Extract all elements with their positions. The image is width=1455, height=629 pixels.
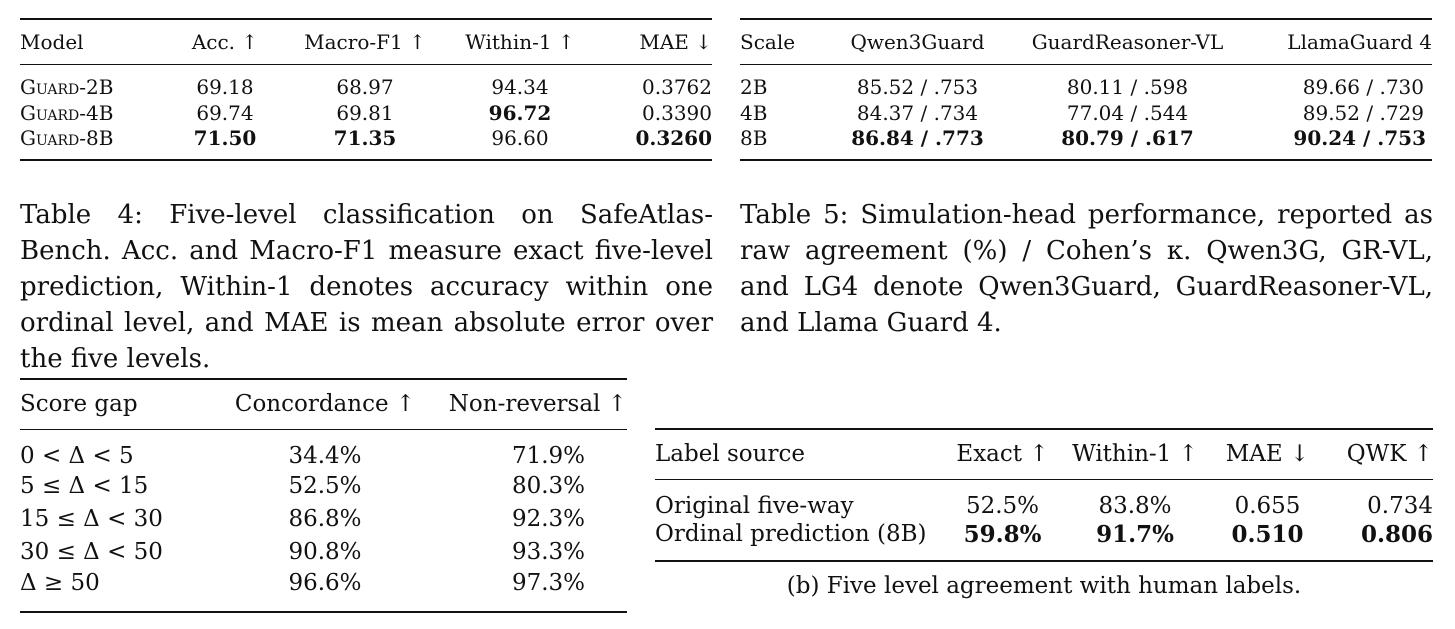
col-header-concordance: Concordance ↑	[234, 391, 416, 418]
table-header-row: Model Acc. ↑ Macro-F1 ↑ Within-1 ↑ MAE ↓	[20, 19, 712, 64]
cell-acc: 69.74	[196, 100, 254, 125]
cell-concordance: 96.6%	[288, 570, 362, 596]
cell-qwen3guard: 86.84 / .773	[851, 126, 984, 150]
cell-llamaguard-4: 90.24 / .753	[1293, 126, 1426, 150]
cell-mae: 0.655	[1234, 493, 1301, 519]
table-row: Δ ≥ 50 96.6% 97.3%	[20, 568, 627, 612]
cell-concordance: 52.5%	[288, 472, 362, 499]
col-header-exact: Exact ↑	[956, 441, 1049, 468]
col-header-scale: Scale	[740, 29, 796, 54]
col-header-model: Model	[20, 29, 84, 54]
table-4-grid: Model Acc. ↑ Macro-F1 ↑ Within-1 ↑ MAE ↓…	[20, 18, 712, 161]
table-b-grid: Label source Exact ↑ Within-1 ↑ MAE ↓ QW…	[655, 428, 1433, 562]
table-row: Guard-4B 69.74 69.81 96.72 0.3390	[20, 99, 712, 126]
cell-concordance: 86.8%	[288, 505, 362, 532]
cell-concordance: 90.8%	[288, 538, 362, 565]
cell-within-1: 96.60	[491, 126, 549, 150]
cell-macro-f1: 71.35	[333, 126, 397, 150]
cell-llamaguard-4: 89.52 / .729	[1302, 100, 1424, 125]
cell-label-source: Original five-way	[655, 493, 854, 519]
cell-within-1: 83.8%	[1098, 493, 1172, 519]
cell-non-reversal: 71.9%	[511, 443, 586, 469]
col-header-mae: MAE ↓	[1225, 441, 1310, 468]
table-a: Score gap Concordance ↑ Non-reversal ↑ 0…	[20, 378, 627, 613]
cell-within-1: 94.34	[491, 75, 549, 99]
col-header-within-1: Within-1 ↑	[465, 29, 575, 54]
table-row: 5 ≤ Δ < 15 52.5% 80.3%	[20, 469, 627, 502]
cell-macro-f1: 68.97	[336, 75, 394, 99]
table-4-caption: Table 4: Five-level classification on Sa…	[20, 200, 713, 374]
cell-score-gap: 15 ≤ Δ < 30	[20, 505, 163, 532]
table-header-row: Label source Exact ↑ Within-1 ↑ MAE ↓ QW…	[655, 429, 1433, 479]
cell-score-gap: 0 < Δ < 5	[20, 443, 134, 469]
table-row: Ordinal prediction (8B) 59.8% 91.7% 0.51…	[655, 519, 1433, 561]
cell-score-gap: Δ ≥ 50	[20, 570, 100, 596]
col-header-non-reversal: Non-reversal ↑	[448, 391, 627, 418]
cell-scale: 2B	[740, 75, 768, 99]
cell-guardreasoner-vl: 80.79 / .617	[1061, 126, 1194, 150]
cell-non-reversal: 92.3%	[511, 505, 586, 532]
col-header-within-1: Within-1 ↑	[1072, 441, 1198, 468]
cell-macro-f1: 69.81	[336, 100, 394, 125]
cell-llamaguard-4: 89.66 / .730	[1302, 75, 1424, 99]
cell-within-1: 91.7%	[1096, 521, 1174, 548]
table-5-grid: Scale Qwen3Guard GuardReasoner-VL LlamaG…	[740, 18, 1432, 161]
table-row: 15 ≤ Δ < 30 86.8% 92.3%	[20, 502, 627, 535]
cell-mae: 0.3390	[642, 100, 712, 125]
table-row: 8B 86.84 / .773 80.79 / .617 90.24 / .75…	[740, 126, 1432, 160]
cell-concordance: 34.4%	[288, 443, 362, 469]
cell-mae: 0.510	[1231, 521, 1304, 548]
cell-scale: 4B	[740, 100, 768, 125]
cell-exact: 59.8%	[963, 521, 1042, 548]
table-4: Model Acc. ↑ Macro-F1 ↑ Within-1 ↑ MAE ↓…	[20, 18, 712, 161]
table-header-row: Score gap Concordance ↑ Non-reversal ↑	[20, 379, 627, 429]
col-header-score-gap: Score gap	[20, 391, 138, 418]
col-header-mae: MAE ↓	[639, 29, 712, 54]
col-header-label-source: Label source	[655, 441, 805, 468]
col-header-guardreasoner-vl: GuardReasoner-VL	[1031, 29, 1224, 54]
col-header-macro-f1: Macro-F1 ↑	[304, 29, 426, 54]
table-row: Guard-2B 69.18 68.97 94.34 0.3762	[20, 64, 712, 99]
cell-model: Guard-2B	[20, 75, 114, 99]
cell-non-reversal: 97.3%	[511, 570, 586, 596]
col-header-qwen3guard: Qwen3Guard	[850, 29, 985, 54]
cell-guardreasoner-vl: 77.04 / .544	[1066, 100, 1189, 125]
cell-within-1: 96.72	[488, 100, 552, 125]
cell-label-source: Ordinal prediction (8B)	[655, 521, 927, 547]
cell-non-reversal: 93.3%	[511, 538, 586, 565]
cell-model: Guard-4B	[20, 100, 114, 125]
table-row: Guard-8B 71.50 71.35 96.60 0.3260	[20, 126, 712, 160]
cell-score-gap: 5 ≤ Δ < 15	[20, 472, 149, 499]
table-row: Original five-way 52.5% 83.8% 0.655 0.73…	[655, 479, 1433, 519]
table-row: 4B 84.37 / .734 77.04 / .544 89.52 / .72…	[740, 99, 1432, 126]
cell-qwen3guard: 84.37 / .734	[856, 100, 979, 125]
table-row: 30 ≤ Δ < 50 90.8% 93.3%	[20, 535, 627, 568]
table-b: Label source Exact ↑ Within-1 ↑ MAE ↓ QW…	[655, 428, 1433, 562]
cell-qwk: 0.806	[1360, 521, 1433, 548]
cell-mae: 0.3260	[635, 126, 712, 150]
table-5: Scale Qwen3Guard GuardReasoner-VL LlamaG…	[740, 18, 1432, 161]
cell-qwen3guard: 85.52 / .753	[856, 75, 979, 99]
cell-guardreasoner-vl: 80.11 / .598	[1066, 75, 1189, 99]
col-header-acc: Acc. ↑	[191, 29, 259, 54]
cell-non-reversal: 80.3%	[511, 472, 586, 499]
table-5-caption: Table 5: Simulation-head performance, re…	[740, 200, 1433, 338]
table-row: 0 < Δ < 5 34.4% 71.9%	[20, 429, 627, 469]
cell-score-gap: 30 ≤ Δ < 50	[20, 538, 163, 565]
cell-mae: 0.3762	[642, 75, 712, 99]
cell-qwk: 0.734	[1367, 493, 1433, 519]
cell-model: Guard-8B	[20, 126, 114, 150]
col-header-llamaguard-4: LlamaGuard 4	[1287, 29, 1432, 54]
cell-exact: 52.5%	[965, 493, 1040, 519]
table-header-row: Scale Qwen3Guard GuardReasoner-VL LlamaG…	[740, 19, 1432, 64]
table-a-grid: Score gap Concordance ↑ Non-reversal ↑ 0…	[20, 378, 627, 613]
cell-acc: 69.18	[196, 75, 254, 99]
table-row: 2B 85.52 / .753 80.11 / .598 89.66 / .73…	[740, 64, 1432, 99]
table-b-caption: (b) Five level agreement with human labe…	[786, 573, 1302, 599]
cell-scale: 8B	[740, 126, 768, 150]
cell-acc: 71.50	[193, 126, 257, 150]
col-header-qwk: QWK ↑	[1346, 441, 1433, 468]
